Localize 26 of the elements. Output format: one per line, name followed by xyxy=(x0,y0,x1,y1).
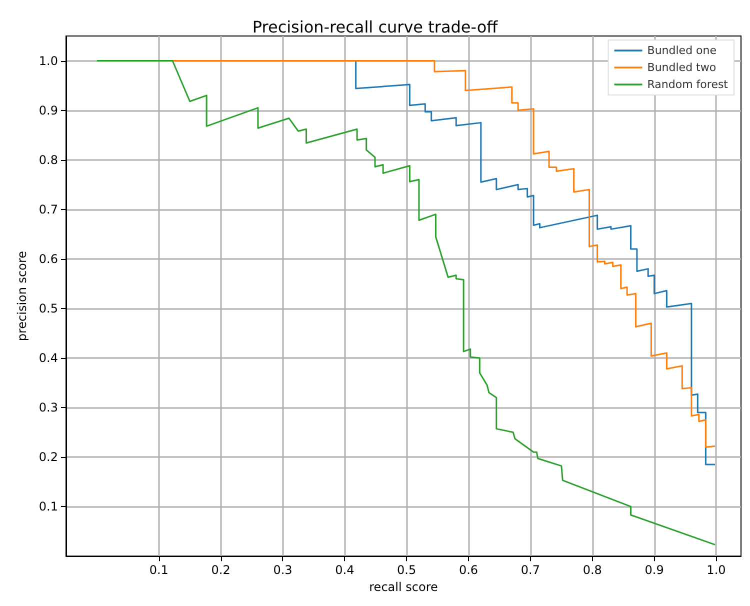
x-tick-label: 0.6 xyxy=(458,563,478,578)
x-tick-label: 0.2 xyxy=(211,563,230,578)
y-tick-label: 0.1 xyxy=(38,500,58,514)
y-tick-label: 0.7 xyxy=(38,202,58,216)
y-tick-label: 0.6 xyxy=(38,252,58,266)
legend-label: Bundled two xyxy=(647,61,716,74)
chart-title: Precision-recall curve trade-off xyxy=(252,18,499,36)
y-tick-label: 0.8 xyxy=(38,152,58,167)
y-tick-label: 0.5 xyxy=(38,301,58,316)
legend-label: Random forest xyxy=(647,78,729,91)
x-tick-label: 0.7 xyxy=(520,563,540,578)
x-axis-title: recall score xyxy=(369,580,438,594)
x-tick-label: 0.4 xyxy=(335,563,354,578)
y-tick-label: 0.4 xyxy=(38,350,58,365)
y-tick-label: 0.9 xyxy=(38,103,58,118)
x-tick-label: 1.0 xyxy=(706,563,726,578)
legend-label: Bundled one xyxy=(647,44,717,57)
x-tick-label: 0.8 xyxy=(582,563,602,578)
y-tick-label: 1.0 xyxy=(38,54,58,68)
y-tick-label: 0.3 xyxy=(38,400,58,414)
x-tick-label: 0.5 xyxy=(397,563,416,578)
y-tick-label: 0.2 xyxy=(38,450,58,464)
x-tick-label: 0.9 xyxy=(644,563,664,578)
y-axis-title: precision score xyxy=(15,250,29,342)
x-tick-label: 0.1 xyxy=(149,563,168,578)
x-tick-label: 0.3 xyxy=(273,563,292,578)
